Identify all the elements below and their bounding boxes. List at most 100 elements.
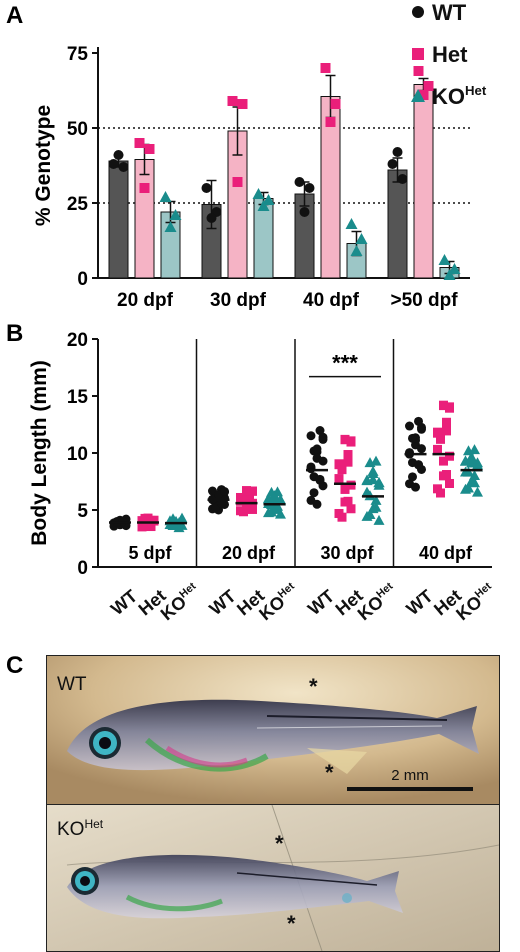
data-point-het <box>334 508 344 518</box>
data-point-ko <box>361 486 373 497</box>
bar-het <box>413 84 434 279</box>
data-point-wt <box>417 444 426 454</box>
data-point-het <box>144 144 155 154</box>
data-point-ko <box>167 513 179 524</box>
x-tick-label: 20 dpf <box>117 290 174 311</box>
data-point-wt <box>414 460 423 470</box>
ko-asterisk-top: * <box>275 831 284 856</box>
data-point-het <box>330 99 341 109</box>
data-point-ko <box>350 245 363 256</box>
data-point-wt <box>315 474 325 484</box>
data-point-ko <box>370 494 382 505</box>
data-point-wt <box>312 499 322 509</box>
legend-label-het: Het <box>432 42 468 67</box>
panel-label-b: B <box>6 320 24 347</box>
data-point-het <box>134 138 145 148</box>
data-point-ko <box>367 468 379 479</box>
data-point-het <box>423 81 434 91</box>
data-point-het <box>236 506 245 516</box>
x-tick-label-ko: KOHet <box>157 580 204 624</box>
legend-label-wt-text: WT <box>432 0 467 25</box>
legend-marker-ko <box>411 89 425 102</box>
y-tick-label: 0 <box>77 558 88 579</box>
data-point-het <box>320 63 331 73</box>
wt-asterisk-bottom: * <box>325 760 334 785</box>
data-point-het <box>334 474 344 484</box>
legend-label-het-text: Het <box>432 42 468 67</box>
wt-fish-image: WT * * 2 mm <box>47 656 499 804</box>
data-point-het <box>346 480 356 490</box>
data-point-wt <box>312 444 322 454</box>
data-point-wt <box>318 456 328 466</box>
data-point-wt <box>405 448 414 458</box>
data-point-het <box>433 484 442 494</box>
ko-asterisk-bottom: * <box>287 911 296 936</box>
data-point-ko <box>272 500 283 511</box>
data-point-het <box>433 427 442 437</box>
data-point-wt <box>118 162 129 172</box>
data-point-ko <box>269 490 280 501</box>
data-point-ko <box>275 495 286 506</box>
data-point-het <box>340 497 350 507</box>
bar-wt <box>108 160 129 279</box>
x-tick-label-ko: KOHet <box>452 580 499 624</box>
data-point-ko <box>460 466 471 477</box>
data-point-het <box>436 434 445 444</box>
data-point-wt <box>408 472 417 482</box>
data-point-het <box>445 403 454 413</box>
data-point-wt <box>304 183 315 193</box>
data-point-wt <box>405 421 414 431</box>
y-tick-label: 10 <box>67 444 88 465</box>
data-point-het <box>346 504 356 514</box>
data-point-wt <box>318 432 328 442</box>
y-axis-title: Body Length (mm) <box>28 360 51 545</box>
significance-label: *** <box>332 351 358 376</box>
data-point-het <box>232 177 243 187</box>
bar-wt <box>387 169 408 279</box>
data-point-wt <box>108 159 119 169</box>
data-point-wt <box>113 150 124 160</box>
data-point-ko <box>266 506 277 517</box>
legend-marker-wt <box>412 6 424 18</box>
y-tick-label: 25 <box>67 194 89 215</box>
data-point-het <box>139 183 150 193</box>
data-point-het <box>334 459 344 469</box>
group-label: 30 dpf <box>320 543 374 563</box>
panel-label-a: A <box>6 2 24 29</box>
y-tick-label: 75 <box>67 44 89 65</box>
data-point-ko <box>164 221 177 232</box>
data-point-het <box>439 400 448 410</box>
data-point-het <box>433 444 442 454</box>
data-point-ko <box>463 482 474 493</box>
y-tick-label: 0 <box>77 269 88 290</box>
data-point-wt <box>417 422 426 432</box>
x-tick-label: 30 dpf <box>210 290 267 311</box>
data-point-wt <box>309 488 319 498</box>
x-tick-label-ko: KOHet <box>255 580 302 624</box>
data-point-wt <box>411 433 420 443</box>
data-point-het <box>413 66 424 76</box>
data-point-wt <box>201 183 212 193</box>
ko-fish-photo: KOHet * * <box>46 804 500 952</box>
x-tick-label: 40 dpf <box>303 290 360 311</box>
legend-label-wt: WT <box>432 0 467 25</box>
data-point-wt <box>294 177 305 187</box>
data-point-het <box>236 492 245 502</box>
wt-asterisk-top: * <box>309 674 318 699</box>
data-point-ko <box>252 188 265 199</box>
data-point-het <box>346 437 356 447</box>
data-point-ko <box>438 254 451 265</box>
data-point-wt <box>392 147 403 157</box>
data-point-het <box>237 99 248 109</box>
legend-marker-het <box>412 48 424 60</box>
legend-label-ko: KOHet <box>432 83 487 109</box>
data-point-het <box>442 426 451 436</box>
data-point-ko <box>448 263 461 274</box>
data-point-het <box>343 450 353 460</box>
data-point-het <box>418 90 429 100</box>
data-point-het <box>439 456 448 466</box>
y-tick-label: 20 <box>67 330 88 351</box>
data-point-ko <box>361 475 373 486</box>
data-point-ko <box>275 508 286 519</box>
data-point-het <box>337 465 347 475</box>
